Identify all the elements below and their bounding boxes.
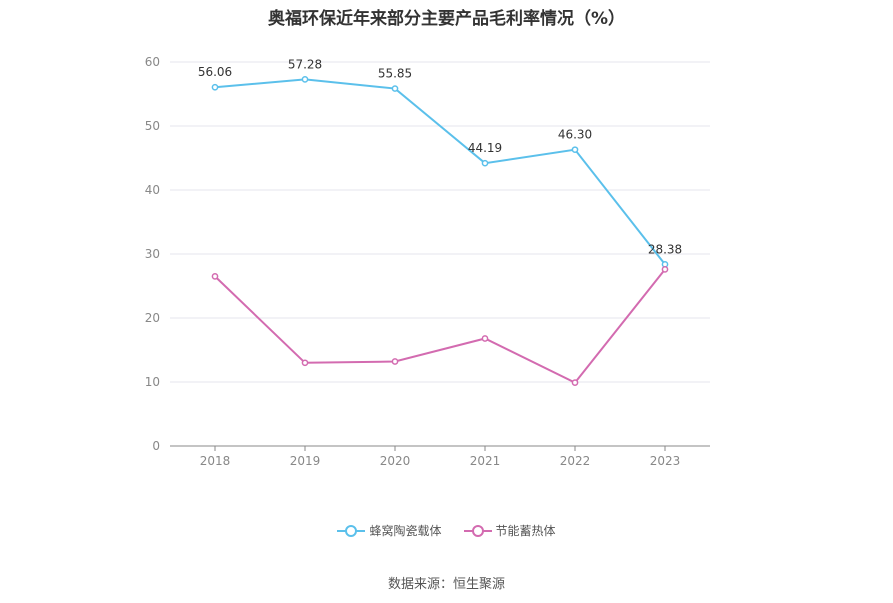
x-tick-label: 2021 bbox=[470, 454, 501, 468]
legend-swatch bbox=[337, 524, 366, 537]
data-point[interactable] bbox=[301, 359, 309, 367]
legend: 蜂窝陶瓷载体 节能蓄热体 bbox=[0, 522, 893, 539]
legend-label: 蜂窝陶瓷载体 bbox=[369, 524, 442, 538]
y-tick-label: 50 bbox=[145, 119, 160, 133]
data-point[interactable] bbox=[211, 273, 219, 280]
y-tick-label: 10 bbox=[145, 375, 160, 389]
data-label: 55.85 bbox=[378, 67, 412, 81]
y-tick-label: 60 bbox=[145, 55, 160, 69]
data-label: 57.28 bbox=[288, 57, 322, 71]
legend-label: 节能蓄热体 bbox=[495, 524, 556, 538]
data-point[interactable] bbox=[391, 358, 399, 365]
data-point[interactable] bbox=[661, 266, 669, 273]
chart-title: 奥福环保近年来部分主要产品毛利率情况（%） bbox=[267, 9, 626, 29]
data-point[interactable] bbox=[211, 83, 219, 91]
series-line bbox=[214, 78, 666, 265]
data-point[interactable] bbox=[481, 335, 489, 342]
legend-item[interactable]: 节能蓄热体 bbox=[463, 522, 556, 539]
x-tick-label: 2020 bbox=[380, 454, 411, 468]
legend-swatch bbox=[463, 524, 492, 537]
x-tick-label: 2023 bbox=[650, 454, 681, 468]
data-point[interactable] bbox=[391, 85, 399, 92]
series-2 bbox=[211, 266, 669, 386]
y-tick-label: 30 bbox=[145, 247, 160, 261]
series-group: 56.06 57.28 55.85 44.19 46.30 28.38 bbox=[198, 57, 682, 386]
data-point[interactable] bbox=[481, 159, 489, 167]
data-point[interactable] bbox=[301, 76, 309, 83]
source-note: 数据来源：恒生聚源 bbox=[387, 577, 505, 592]
data-label: 44.19 bbox=[468, 141, 502, 155]
data-label: 28.38 bbox=[648, 242, 682, 256]
legend-item[interactable]: 蜂窝陶瓷载体 bbox=[337, 522, 442, 539]
data-label: 56.06 bbox=[198, 65, 232, 79]
data-point[interactable] bbox=[571, 379, 579, 386]
y-tick-label: 20 bbox=[145, 311, 160, 325]
y-tick-label: 40 bbox=[145, 183, 160, 197]
series-line bbox=[214, 268, 666, 384]
grid-lines bbox=[170, 61, 710, 383]
x-tick-label: 2018 bbox=[200, 454, 231, 468]
series-1: 56.06 57.28 55.85 44.19 46.30 28.38 bbox=[198, 57, 682, 268]
data-point[interactable] bbox=[571, 146, 579, 154]
data-label: 46.30 bbox=[558, 128, 592, 142]
x-tick-label: 2019 bbox=[290, 454, 321, 468]
y-axis: 0 10 20 30 40 50 60 bbox=[145, 55, 160, 453]
x-axis: 2018 2019 2020 2021 2022 2023 bbox=[170, 445, 710, 468]
y-tick-label: 0 bbox=[152, 439, 160, 453]
x-tick-label: 2022 bbox=[560, 454, 591, 468]
